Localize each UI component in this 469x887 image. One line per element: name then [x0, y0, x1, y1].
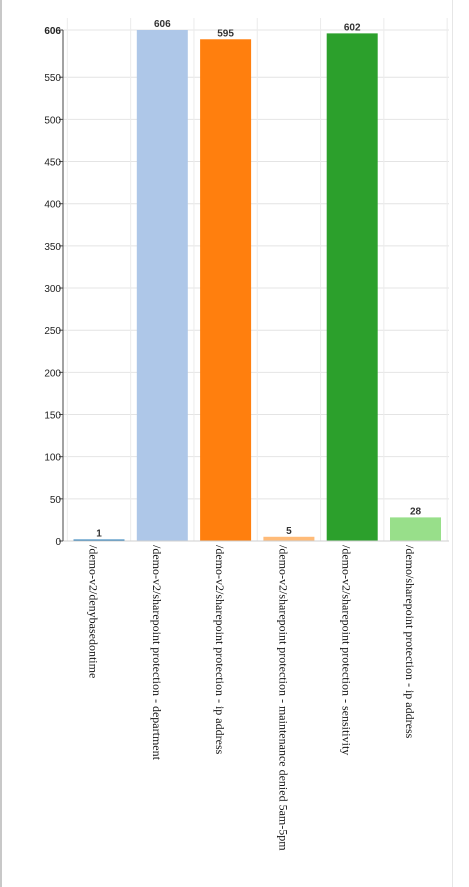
y-tick-label: 550 — [44, 73, 61, 84]
y-tick-label: 606 — [44, 26, 61, 37]
bar[interactable] — [136, 30, 188, 541]
y-tick-label: 200 — [44, 368, 61, 379]
x-tick-label: /demo-v2/sharepoint protection - ip addr… — [213, 545, 227, 755]
y-tick-label: 300 — [44, 284, 61, 295]
data-label: 5 — [286, 526, 292, 537]
x-tick-label: /demo-v2/sharepoint protection - departm… — [150, 545, 164, 761]
y-tick-label: 450 — [44, 158, 61, 169]
x-tick-label: /demo/sharepoint protection - ip address — [403, 545, 417, 739]
y-tick-label: 50 — [50, 495, 62, 506]
y-tick-label: 150 — [44, 411, 61, 422]
data-label: 1 — [96, 529, 102, 540]
grid-lines — [63, 18, 449, 542]
y-tick-label: 0 — [55, 537, 61, 548]
x-tick-label: /demo-v2/sharepoint protection - sensiti… — [340, 545, 354, 755]
y-tick-label: 400 — [44, 200, 61, 211]
x-axis-labels: /demo-v2/denybasedontime/demo-v2/sharepo… — [87, 545, 418, 851]
x-tick-label: /demo-v2/sharepoint protection - mainten… — [276, 545, 290, 851]
bar[interactable] — [390, 517, 441, 541]
y-tick-label: 250 — [44, 326, 61, 337]
bar[interactable] — [200, 39, 252, 542]
bar[interactable] — [73, 539, 125, 542]
y-tick-label: 100 — [44, 453, 61, 464]
right-border — [452, 0, 453, 887]
data-label: 595 — [217, 28, 234, 39]
left-border — [0, 0, 2, 887]
data-labels: 1 606 595 5 602 28 — [96, 19, 421, 540]
data-label: 602 — [344, 22, 361, 33]
y-tick-label: 350 — [44, 242, 61, 253]
y-tick-label: 500 — [44, 115, 61, 126]
x-tick-label: /demo-v2/denybasedontime — [87, 545, 101, 678]
data-label: 28 — [410, 506, 422, 517]
bars — [73, 30, 441, 542]
bar[interactable] — [263, 536, 315, 541]
bar[interactable] — [326, 33, 378, 542]
y-axis-ticks: 0 50 100 150 200 250 300 350 400 450 500 550 606 — [44, 26, 63, 548]
data-label: 606 — [154, 19, 171, 30]
